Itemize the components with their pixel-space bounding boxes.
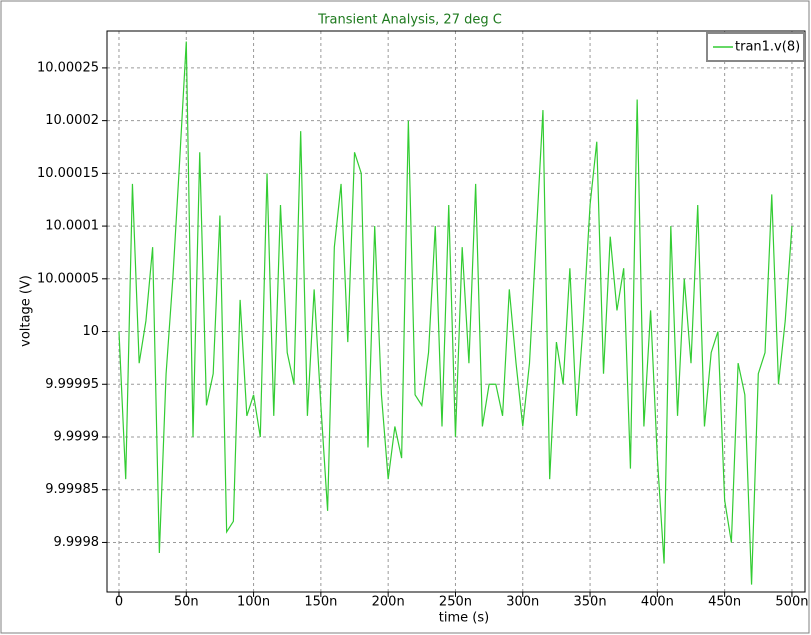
x-axis-label: time (s) [439,611,489,626]
y-tick-label: 10 [82,324,99,339]
x-tick-label: 300n [506,595,539,610]
plot-border [106,30,806,593]
x-tick-label: 150n [304,595,337,610]
y-tick-label: 9.9999 [54,429,100,444]
data-line [118,41,793,585]
y-axis-label: voltage (V) [19,275,34,347]
x-tick-label: 350n [574,595,607,610]
x-tick-label: 100n [237,595,270,610]
y-tick-label: 10.0001 [45,219,99,234]
x-tick-label: 400n [641,595,674,610]
x-tick-label: 50n [174,595,199,610]
y-tick-label: 10.00025 [37,60,99,75]
plot-area [107,31,805,592]
x-tick-label: 250n [439,595,472,610]
y-tick-label: 9.99995 [45,377,99,392]
x-tick-label: 500n [775,595,808,610]
y-tick-label: 9.9998 [54,535,100,550]
x-tick-label: 0 [115,595,123,610]
y-tick-label: 10.0002 [45,113,99,128]
legend-label: tran1.v(8) [735,40,800,55]
y-tick-label: 10.00015 [37,166,99,181]
x-tick-label: 200n [372,595,405,610]
y-tick-label: 9.99985 [45,482,99,497]
x-tick-label: 450n [708,595,741,610]
y-tick-label: 10.00005 [37,271,99,286]
chart-title: Transient Analysis, 27 deg C [317,13,502,28]
